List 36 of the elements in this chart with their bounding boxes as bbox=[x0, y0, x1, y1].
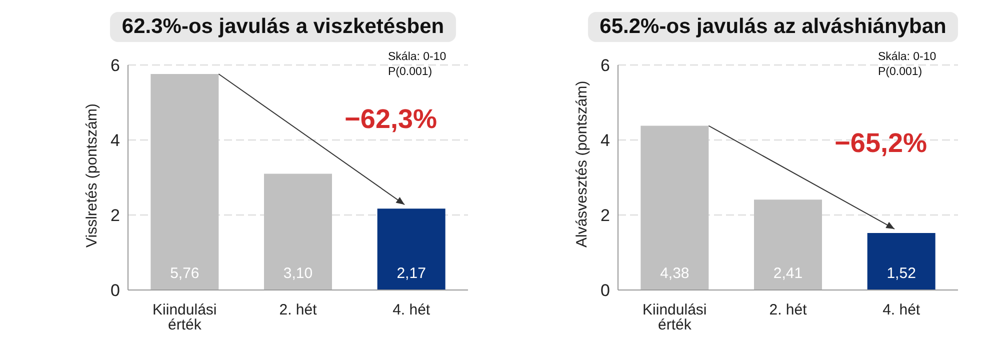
bar bbox=[754, 200, 822, 290]
data-label: 1,52 bbox=[886, 265, 916, 282]
y-tick-label: 0 bbox=[600, 281, 610, 300]
annotation: P(0.001) bbox=[388, 65, 434, 80]
bar bbox=[867, 233, 936, 290]
bar bbox=[640, 126, 709, 290]
data-label: 3,10 bbox=[283, 265, 313, 282]
y-tick-label: 2 bbox=[600, 206, 610, 226]
data-label: 5,76 bbox=[170, 265, 200, 282]
x-tick-label: 4. hét bbox=[882, 302, 921, 319]
bar bbox=[377, 208, 446, 290]
annotation: P(0.001) bbox=[878, 65, 924, 80]
data-label: 2,41 bbox=[773, 265, 803, 282]
annotation: −62,3% bbox=[344, 104, 437, 135]
x-tick-label: 2. hét bbox=[279, 302, 318, 319]
text: Skála: 0-10 bbox=[388, 50, 446, 65]
text: Skála: 0-10 bbox=[878, 50, 936, 65]
y-tick-label: 6 bbox=[600, 56, 610, 76]
y-axis-title: Visslretés (pontszám) bbox=[83, 104, 100, 248]
x-tick-label: 4. hét bbox=[392, 302, 431, 319]
y-axis-title: Alvásvesztés (pontszám) bbox=[573, 80, 590, 248]
bar bbox=[264, 174, 332, 290]
chart-title: 65.2%-os javulás az alváshiányban bbox=[588, 12, 958, 42]
y-tick-label: 0 bbox=[110, 281, 120, 300]
x-tick-label: Kiindulási érték bbox=[642, 302, 707, 334]
bar bbox=[150, 74, 219, 290]
data-label: 4,38 bbox=[660, 265, 690, 282]
y-tick-label: 4 bbox=[600, 131, 610, 150]
x-tick-label: 2. hét bbox=[769, 302, 808, 319]
y-tick-label: 6 bbox=[110, 56, 120, 76]
y-tick-label: 2 bbox=[110, 206, 120, 226]
data-label: 2,17 bbox=[396, 265, 426, 282]
chart-title: 62.3%-os javulás a viszketésben bbox=[110, 12, 456, 42]
x-tick-label: Kiindulási érték bbox=[152, 302, 217, 334]
annotation: −65,2% bbox=[834, 128, 927, 159]
y-tick-label: 4 bbox=[110, 131, 120, 150]
